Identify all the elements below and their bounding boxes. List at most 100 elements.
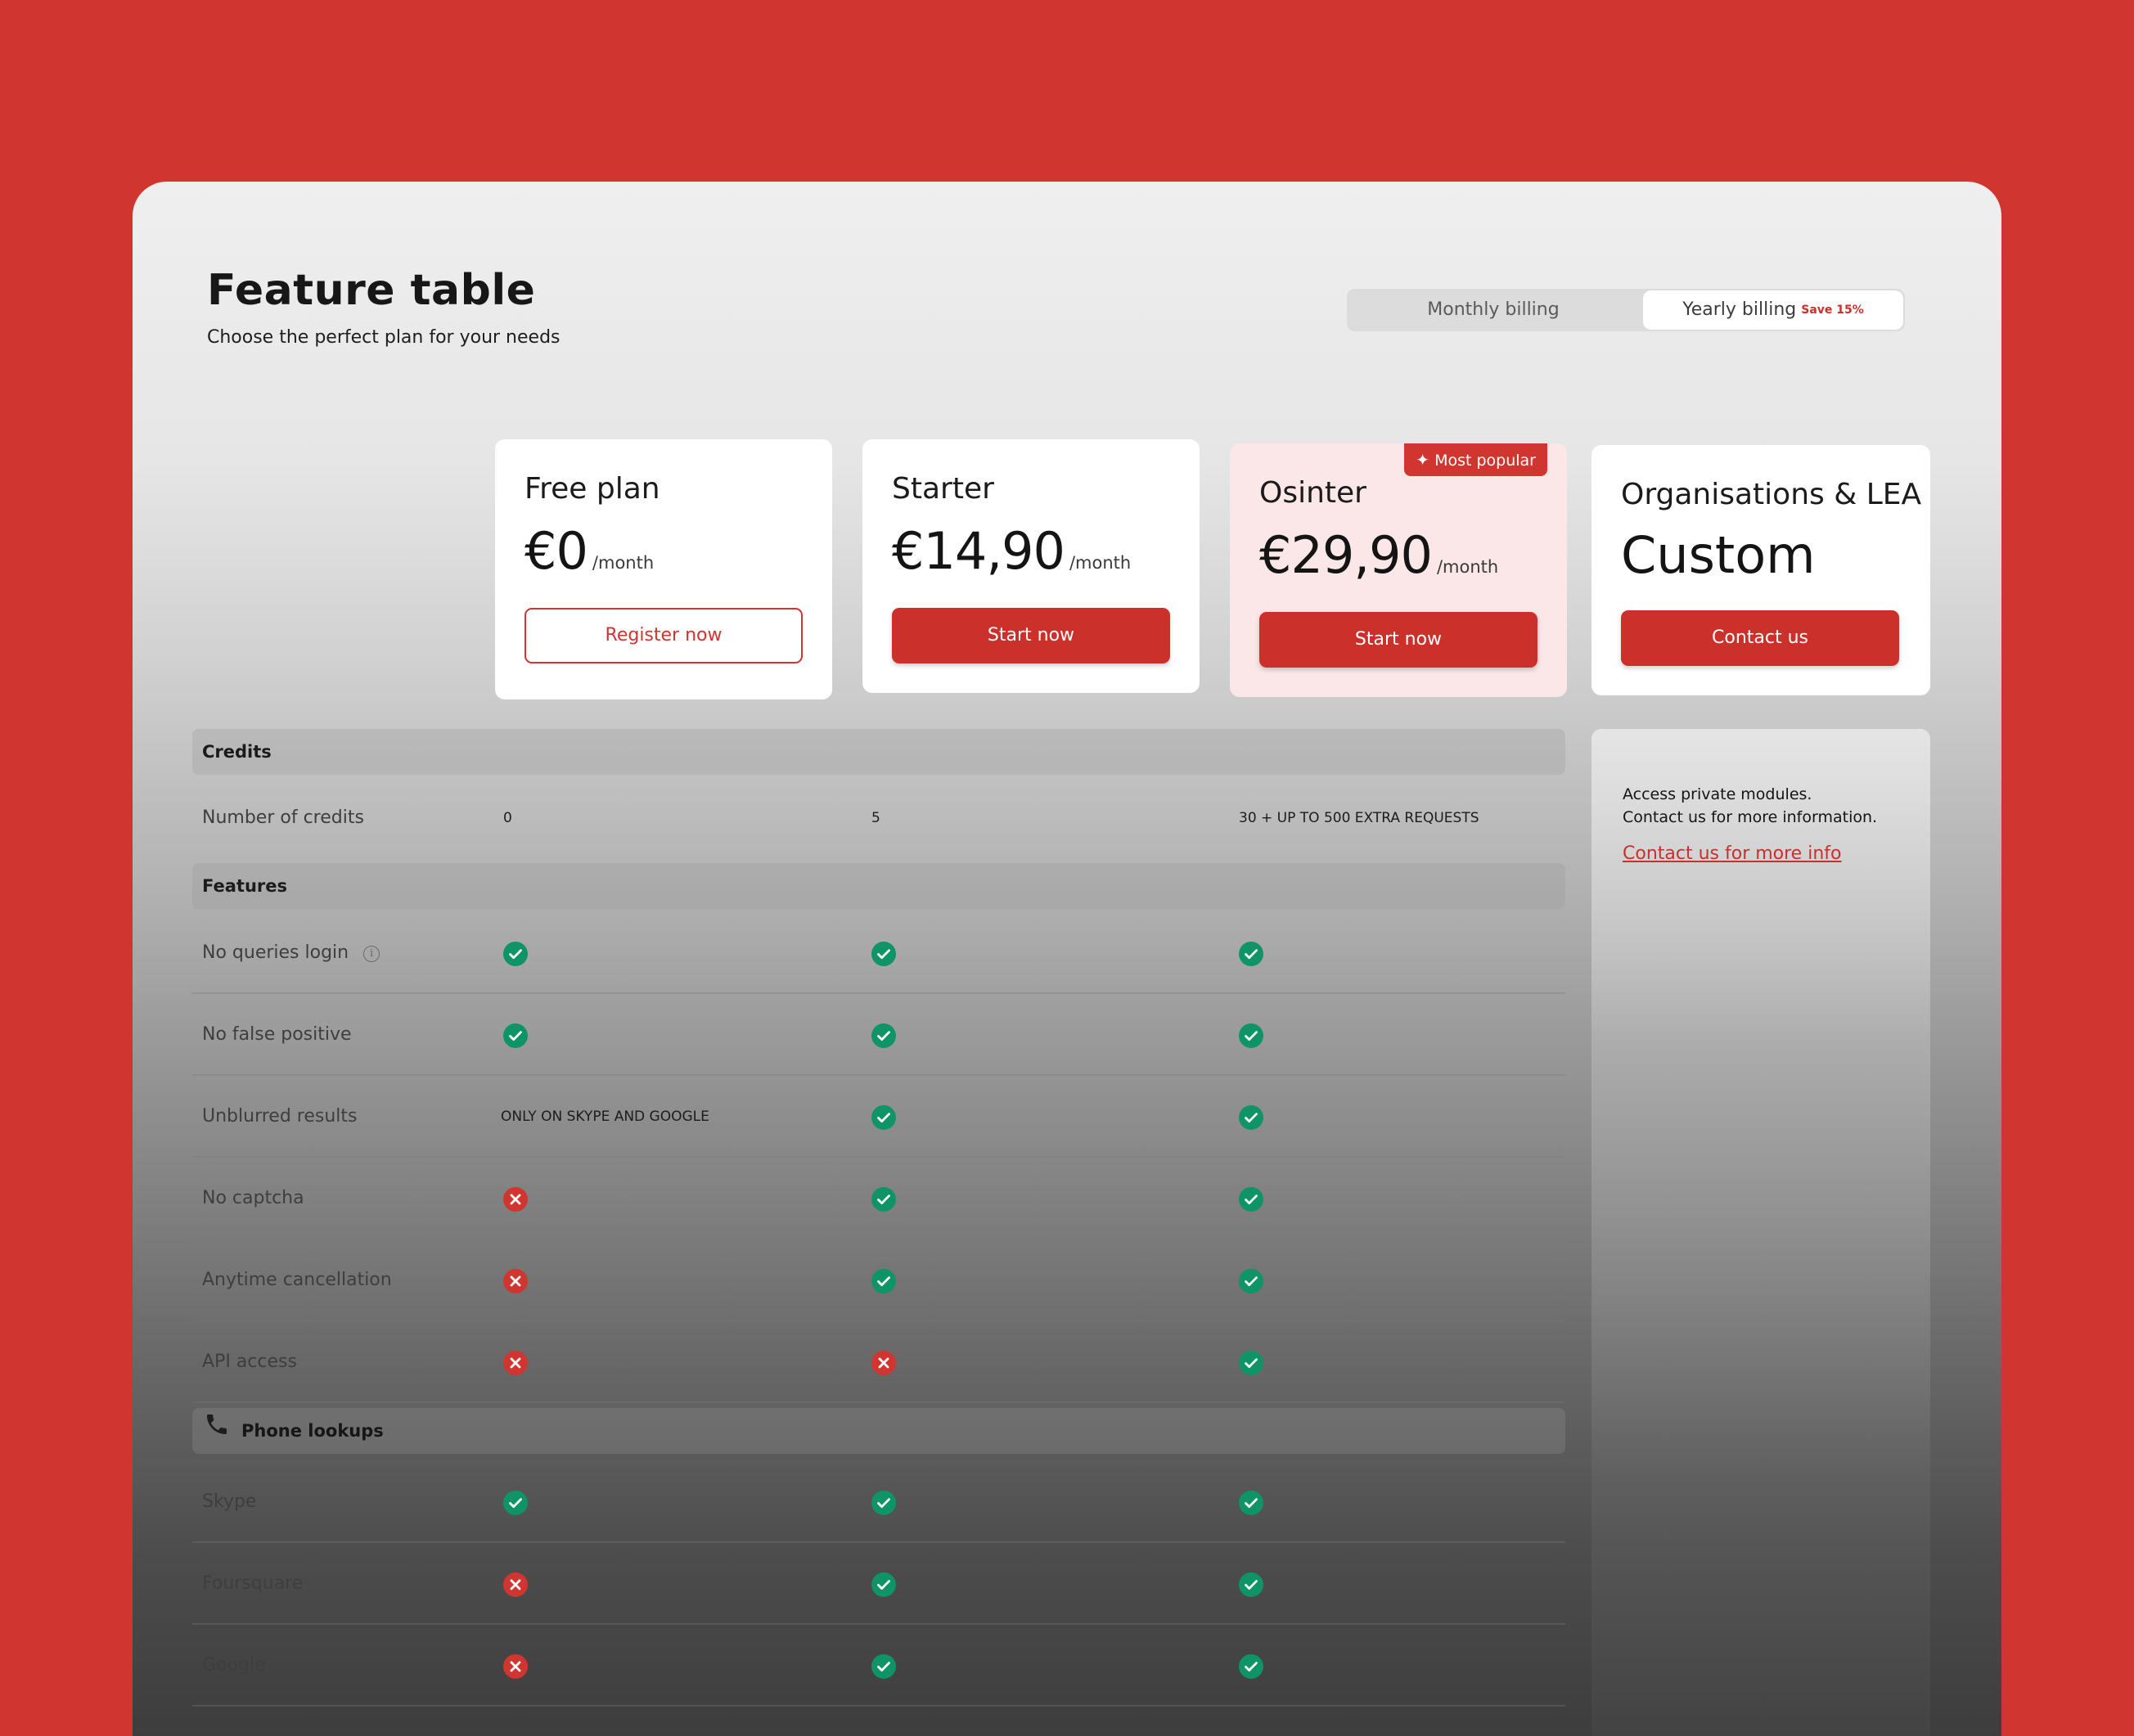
table-row: No queries login i	[192, 912, 1565, 994]
plan-name: Osinter	[1259, 476, 1366, 510]
row-label-text: Unblurred results	[202, 1106, 358, 1127]
start-now-button-starter[interactable]: Start now	[892, 608, 1170, 663]
row-label: No queries login i	[202, 912, 380, 994]
check-icon	[1239, 1654, 1263, 1679]
phone-lookups-label: Phone lookups	[241, 1421, 384, 1441]
table-row: Google	[192, 1625, 1565, 1707]
cross-icon	[503, 1572, 528, 1597]
check-icon	[1239, 1187, 1263, 1212]
row-label-text: No captcha	[202, 1188, 304, 1208]
billing-toggle: Monthly billing Yearly billing Save 15%	[1347, 289, 1905, 331]
check-icon	[503, 1491, 528, 1515]
row-label: API access	[202, 1321, 297, 1403]
table-row: Skype	[192, 1461, 1565, 1543]
check-icon	[1239, 1491, 1263, 1515]
row-label: Number of credits	[202, 807, 364, 828]
price-amount: €14,90	[892, 521, 1065, 581]
row-label: Unblurred results	[202, 1076, 357, 1158]
table-row: Unblurred results ONLY ON SKYPE AND GOOGL…	[192, 1076, 1565, 1158]
cross-icon	[503, 1269, 528, 1293]
info-line-1: Access private modules.	[1623, 785, 1812, 803]
check-icon	[1239, 1023, 1263, 1048]
check-icon	[871, 1269, 896, 1293]
page-subtitle: Choose the perfect plan for your needs	[207, 327, 561, 348]
save-badge: Save 15%	[1801, 304, 1864, 317]
cell-free: 0	[503, 810, 512, 826]
table-row-credits: Number of credits 0 5 30 + UP TO 500 EXT…	[192, 777, 1565, 859]
row-label-text: Skype	[202, 1491, 257, 1512]
check-icon	[871, 1187, 896, 1212]
yearly-billing-label: Yearly billing	[1682, 299, 1797, 320]
sparkle-icon: ✦	[1416, 450, 1430, 470]
check-icon	[871, 1654, 896, 1679]
check-icon	[871, 1105, 896, 1130]
section-credits: Credits	[192, 729, 1565, 775]
price-amount: €29,90	[1259, 525, 1433, 585]
section-features: Features	[192, 863, 1565, 909]
organisations-info-text: Access private modules. Contact us for m…	[1623, 783, 1917, 829]
check-icon	[1239, 1105, 1263, 1130]
custom-price: Custom	[1621, 525, 1816, 585]
price-period: /month	[1436, 557, 1499, 577]
plan-name: Starter	[892, 472, 994, 506]
row-label: Anytime cancellation	[202, 1239, 392, 1321]
row-label-text: No queries login	[202, 942, 349, 963]
check-icon	[503, 1023, 528, 1048]
row-label: Skype	[202, 1461, 256, 1543]
plan-price: €29,90/month	[1259, 525, 1498, 585]
start-now-button-osinter[interactable]: Start now	[1259, 612, 1537, 668]
table-row: No false positive	[192, 994, 1565, 1076]
section-phone-lookups: Phone lookups	[192, 1408, 1565, 1454]
price-period: /month	[1069, 553, 1132, 573]
plan-name: Organisations & LEA	[1621, 478, 1922, 511]
info-icon[interactable]: i	[363, 946, 380, 962]
row-label: No false positive	[202, 994, 352, 1076]
phone-icon	[204, 1409, 230, 1455]
contact-more-info-link[interactable]: Contact us for more info	[1623, 843, 1842, 864]
check-icon	[1239, 1572, 1263, 1597]
page-title: Feature table	[207, 266, 536, 315]
plan-price: €0/month	[524, 521, 654, 581]
check-icon	[1239, 942, 1263, 966]
price-period: /month	[592, 553, 655, 573]
most-popular-label: Most popular	[1434, 452, 1536, 470]
most-popular-badge: ✦ Most popular	[1404, 443, 1547, 476]
register-now-button[interactable]: Register now	[524, 608, 803, 663]
table-row: Foursquare	[192, 1543, 1565, 1625]
plan-card-free: Free plan €0/month Register now	[495, 439, 832, 699]
plan-card-organisations: Organisations & LEA Custom Contact us	[1591, 445, 1930, 695]
cell-starter: 5	[871, 810, 880, 826]
yearly-billing-option[interactable]: Yearly billing Save 15%	[1643, 290, 1903, 330]
organisations-info-panel: Access private modules. Contact us for m…	[1591, 729, 1930, 1736]
check-icon	[871, 942, 896, 966]
row-label: Google	[202, 1625, 266, 1707]
contact-us-button[interactable]: Contact us	[1621, 610, 1899, 666]
table-row: No captcha	[192, 1158, 1565, 1239]
row-label: No captcha	[202, 1158, 304, 1239]
row-label-text: No false positive	[202, 1024, 352, 1045]
check-icon	[871, 1023, 896, 1048]
row-label-text: API access	[202, 1351, 297, 1372]
cross-icon	[871, 1351, 896, 1375]
cross-icon	[503, 1654, 528, 1679]
info-line-2: Contact us for more information.	[1623, 808, 1878, 826]
cross-icon	[503, 1187, 528, 1212]
check-icon	[503, 942, 528, 966]
row-label-text: Google	[202, 1655, 266, 1675]
row-label-text: Foursquare	[202, 1573, 304, 1594]
plan-price: €14,90/month	[892, 521, 1131, 581]
check-icon	[871, 1491, 896, 1515]
table-row: API access	[192, 1321, 1565, 1403]
row-label: Foursquare	[202, 1543, 303, 1625]
plan-card-starter: Starter €14,90/month Start now	[862, 439, 1200, 693]
monthly-billing-option[interactable]: Monthly billing	[1347, 289, 1640, 331]
price-amount: €0	[524, 521, 588, 581]
cell-free: ONLY ON SKYPE AND GOOGLE	[501, 1109, 709, 1125]
cell-osinter: 30 + UP TO 500 EXTRA REQUESTS	[1239, 810, 1479, 826]
check-icon	[1239, 1351, 1263, 1375]
plan-name: Free plan	[524, 472, 660, 506]
plan-card-osinter: ✦ Most popular Osinter €29,90/month Start…	[1230, 443, 1567, 697]
check-icon	[1239, 1269, 1263, 1293]
check-icon	[871, 1572, 896, 1597]
table-row: Anytime cancellation	[192, 1239, 1565, 1321]
